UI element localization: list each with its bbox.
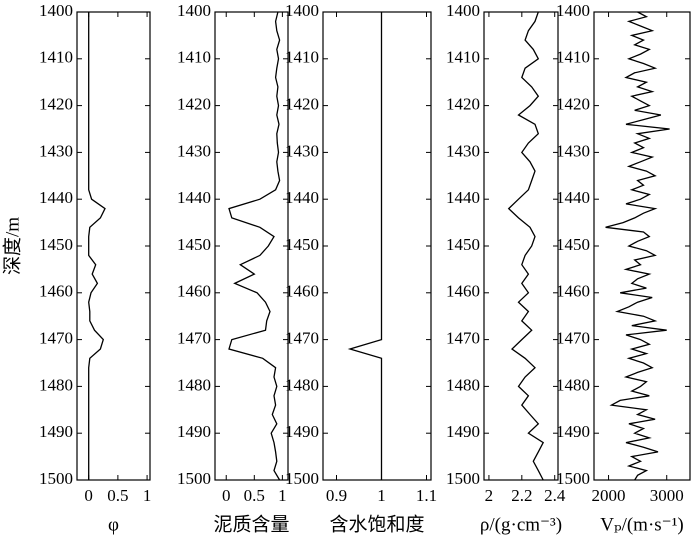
y-tick-label: 1490 [39,422,73,441]
y-tick-label: 1430 [285,141,319,160]
x-tick-label: 0.5 [107,486,128,505]
x-axis-label: Vₚ/(m·s⁻¹) [600,514,683,535]
x-axis-label: 泥质含量 [213,513,289,535]
x-axis-label: ρ/(g·cm⁻³) [480,514,562,535]
x-tick-label: 2 [485,486,494,505]
y-tick-label: 1400 [177,1,211,20]
y-tick-label: 1500 [39,469,73,488]
y-tick-label: 1400 [285,1,319,20]
y-tick-label: 1440 [446,188,480,207]
log-curve [88,12,106,480]
y-tick-label: 1440 [285,188,319,207]
y-tick-label: 1400 [556,1,590,20]
y-tick-label: 1450 [556,235,590,254]
y-tick-label: 1490 [556,422,590,441]
y-tick-label: 1440 [177,188,211,207]
y-tick-label: 1400 [39,1,73,20]
y-tick-label: 1420 [177,95,211,114]
y-tick-label: 1460 [285,282,319,301]
log-curve [347,12,383,480]
x-tick-label: 3000 [650,486,684,505]
y-tick-label: 1410 [177,48,211,67]
log-curve [507,11,545,481]
track: 1400 1410 1420 1430 1440 1450 1460 1470 1480 1490… [1,1,151,535]
y-tick-label: 1460 [446,282,480,301]
y-tick-label: 1500 [446,469,480,488]
y-tick-label: 1450 [177,235,211,254]
x-tick-label: 0.5 [244,486,265,505]
x-tick-label: 2.2 [511,486,532,505]
track-frame [593,11,691,481]
x-tick-label: 2.4 [544,486,566,505]
track: 1400 1410 1420 1430 1440 1450 1460 1470 1480 1490… [446,1,566,535]
y-tick-label: 1410 [39,48,73,67]
track-frame [483,11,559,481]
track-frame [76,11,151,481]
y-tick-label: 1480 [556,375,590,394]
y-tick-label: 1450 [39,235,73,254]
y-tick-label: 1400 [446,1,480,20]
x-tick-label: 1 [143,486,152,505]
y-tick-label: 1440 [556,188,590,207]
track: 1400 1410 1420 1430 1440 1450 1460 1470 1480 1490… [177,1,290,535]
y-tick-label: 1490 [446,422,480,441]
y-tick-label: 1470 [39,329,73,348]
y-tick-label: 1450 [446,235,480,254]
y-tick-label: 1410 [285,48,319,67]
x-tick-label: 0 [84,486,93,505]
track-frame [214,11,289,481]
y-tick-label: 1460 [39,282,73,301]
y-tick-label: 1460 [177,282,211,301]
y-tick-label: 1420 [556,95,590,114]
y-tick-label: 1490 [285,422,319,441]
y-tick-label: 1460 [556,282,590,301]
y-tick-label: 1480 [177,375,211,394]
x-axis-label: φ [108,514,119,535]
y-tick-label: 1450 [285,235,319,254]
y-tick-label: 1480 [39,375,73,394]
y-tick-label: 1470 [446,329,480,348]
y-tick-label: 1480 [285,375,319,394]
log-curve [605,11,670,481]
track: 1400 1410 1420 1430 1440 1450 1460 1470 1480 1490… [556,1,690,535]
x-tick-label: 1 [278,486,287,505]
y-tick-label: 1500 [285,469,319,488]
log-curve [228,11,281,481]
y-tick-label: 1410 [556,48,590,67]
y-tick-label: 1430 [446,141,480,160]
y-tick-label: 1470 [556,329,590,348]
x-tick-label: 2000 [592,486,626,505]
y-tick-label: 1480 [446,375,480,394]
y-tick-label: 1500 [556,469,590,488]
x-tick-label: 1 [377,486,386,505]
x-tick-label: 1.1 [416,486,437,505]
x-axis-label: 含水饱和度 [329,513,424,535]
y-axis-label: 深度/m [1,217,23,275]
y-tick-label: 1470 [177,329,211,348]
y-tick-label: 1430 [177,141,211,160]
y-tick-label: 1410 [446,48,480,67]
y-tick-label: 1420 [285,95,319,114]
y-tick-label: 1440 [39,188,73,207]
x-tick-label: 0 [222,486,231,505]
y-tick-label: 1430 [556,141,590,160]
y-tick-label: 1470 [285,329,319,348]
y-tick-label: 1430 [39,141,73,160]
y-tick-label: 1420 [39,95,73,114]
track-frame [322,11,432,481]
x-tick-label: 0.9 [326,486,347,505]
track: 1400 1410 1420 1430 1440 1450 1460 1470 1480 1490… [285,1,437,535]
y-tick-label: 1490 [177,422,211,441]
y-tick-label: 1420 [446,95,480,114]
y-tick-label: 1500 [177,469,211,488]
